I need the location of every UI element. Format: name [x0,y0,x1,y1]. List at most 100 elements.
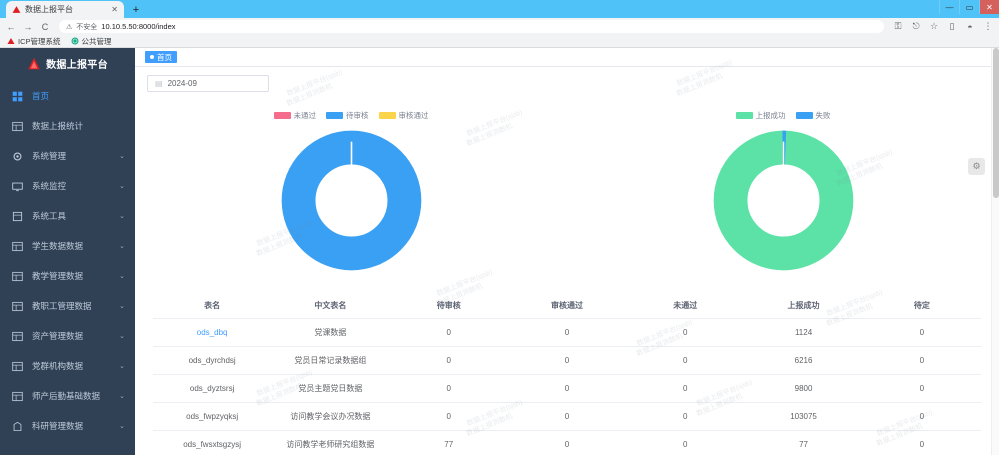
sidepanel-icon[interactable]: ▯ [949,21,955,31]
sidebar-item-logistics-data[interactable]: 师产后勤基础数据 ⌄ [0,381,135,411]
legend-label: 待审核 [346,111,369,120]
tab-title: 数据上报平台 [25,5,73,14]
table-row[interactable]: ods_dbq 党课数据 0 0 0 1124 0 [153,318,981,347]
reload-icon[interactable]: C [41,21,49,32]
cell-table-name[interactable]: ods_fwsxtsgzysj [153,430,272,455]
sidebar-menu: 首页 数据上报统计 系统管理 ⌄ [0,79,135,441]
cell-failed: 0 [626,430,745,455]
sidebar-item-label: 教职工管理数据 [32,301,92,311]
sidebar-item-label: 系统监控 [32,181,67,191]
scrollbar-thumb[interactable] [993,48,999,198]
chevron-down-icon: ⌄ [119,153,125,160]
col-failed: 未通过 [626,294,745,319]
table-row[interactable]: ods_fwsxtsgzysj 访问教学老师研究组数据 77 0 0 77 0 [153,430,981,455]
cell-table-name[interactable]: ods_dyztsrsj [153,374,272,403]
close-window-button[interactable]: ✕ [979,0,999,14]
cell-table-name[interactable]: ods_fwpzyqksj [153,402,272,431]
chart-legend: 上报成功 失败 [735,110,831,121]
col-success: 上报成功 [744,294,863,319]
table-head: 表名 中文表名 待审核 审核通过 未通过 上报成功 待定 [153,294,981,319]
cell-cn-name: 党员日常记录数据组 [271,346,390,375]
key-icon[interactable]: ⚿ [894,21,902,31]
chevron-down-icon: ⌄ [119,273,125,280]
bookmark-item[interactable]: ICP管理系统 [7,36,61,47]
sidebar-item-label: 学生数据数据 [32,241,84,251]
donut-chart[interactable] [278,127,425,279]
sidebar-item-party-data[interactable]: 党群机构数据 ⌄ [0,351,135,381]
donut-chart[interactable] [710,127,857,279]
cell-cn-name: 访问教学老师研究组数据 [271,430,390,455]
new-tab-button[interactable]: + [132,4,140,16]
app-logo-icon [12,6,21,13]
legend-swatch [735,112,753,119]
cell-hold: 0 [862,402,981,431]
share-icon[interactable]: ⎋ [912,21,920,31]
app-logo-icon [7,38,15,44]
sidebar-item-label: 系统工具 [32,211,67,221]
chevron-down-icon: ⌄ [119,183,125,190]
table-row[interactable]: ods_fwpzyqksj 访问教学会议办况数据 0 0 0 103075 0 [153,402,981,431]
legend-item[interactable]: 审核通过 [378,110,429,121]
page-scrollbar[interactable] [991,48,999,455]
gear-icon [12,151,23,162]
cell-cn-name: 党员主题党日数据 [271,374,390,403]
sidebar-item-asset-data[interactable]: 资产管理数据 ⌄ [0,321,135,351]
sidebar-item-label: 师产后勤基础数据 [32,391,101,401]
legend-item[interactable]: 上报成功 [735,110,786,121]
bookmark-item[interactable]: 公共管理 [71,36,112,47]
sidebar-item-home[interactable]: 首页 [0,81,135,111]
cell-table-name[interactable]: ods_dbq [153,318,272,347]
table-row[interactable]: ods_dyztsrsj 党员主题党日数据 0 0 0 9800 0 [153,374,981,403]
legend-item[interactable]: 失败 [795,110,831,121]
browser-toolbar: ← → C ⚠ 不安全 10.10.5.50:8000/index ⚿ ⎋ ☆ … [0,18,999,35]
close-icon[interactable]: ✕ [111,5,118,14]
col-passed: 审核通过 [507,294,627,319]
menu-kebab-icon[interactable]: ⋮ [983,21,993,31]
triangle-logo-icon [28,57,40,70]
legend-label: 未通过 [293,111,317,120]
legend-item[interactable]: 待审核 [326,110,369,121]
sidebar-item-system-tools[interactable]: 系统工具 ⌄ [0,201,135,231]
maximize-button[interactable]: ▭ [959,0,979,14]
globe-icon [71,37,79,45]
legend-item[interactable]: 未通过 [273,110,317,121]
browser-tab[interactable]: 数据上报平台 ✕ [6,1,124,18]
not-secure-icon: ⚠ [66,23,73,31]
table-icon [12,331,23,342]
table-icon [12,391,23,402]
month-picker[interactable]: ▤ 2024-09 [147,75,269,92]
address-bar[interactable]: ⚠ 不安全 10.10.5.50:8000/index [59,20,884,33]
cell-success: 1124 [744,318,863,347]
sidebar-item-system-monitor[interactable]: 系统监控 ⌄ [0,171,135,201]
sidebar-item-label: 数据上报统计 [32,121,84,131]
minimize-button[interactable]: — [939,0,959,14]
chevron-down-icon: ⌄ [119,363,125,370]
settings-float-button[interactable]: ⚙ [968,158,985,175]
table-icon [12,301,23,312]
cell-hold: 0 [862,346,981,375]
sidebar-item-staff-data[interactable]: 教职工管理数据 ⌄ [0,291,135,321]
table-row[interactable]: ods_dyrchdsj 党员日常记录数据组 0 0 0 6216 0 [153,346,981,375]
forward-icon[interactable]: → [23,21,33,32]
table-header-row: 表名 中文表名 待审核 审核通过 未通过 上报成功 待定 [153,294,981,319]
back-icon[interactable]: ← [6,21,16,32]
sidebar-item-report-stats[interactable]: 数据上报统计 [0,111,135,141]
dot-icon [150,55,154,59]
legend-label: 审核通过 [398,111,429,120]
sidebar-item-system-mgmt[interactable]: 系统管理 ⌄ [0,141,135,171]
bookmarks-bar: ICP管理系统 公共管理 [0,35,999,48]
main-content: 首页 ▤ 2024-09 未通过 [135,48,999,455]
sidebar-item-research-data[interactable]: 科研管理数据 ⌄ [0,411,135,441]
sidebar-item-teaching-data[interactable]: 教学管理数据 ⌄ [0,261,135,291]
legend-swatch [326,112,343,119]
bookmark-star-icon[interactable]: ☆ [929,21,939,31]
tag-home[interactable]: 首页 [145,51,177,63]
table-icon [12,271,23,282]
col-hold: 待定 [862,294,981,319]
month-picker-value: 2024-09 [167,79,197,88]
sidebar-item-student-data[interactable]: 学生数据数据 ⌄ [0,231,135,261]
cell-passed: 0 [507,430,627,455]
sidebar-item-label: 首页 [32,91,50,101]
cell-table-name[interactable]: ods_dyrchdsj [153,346,272,375]
profile-icon[interactable]: ◓ [967,21,973,32]
